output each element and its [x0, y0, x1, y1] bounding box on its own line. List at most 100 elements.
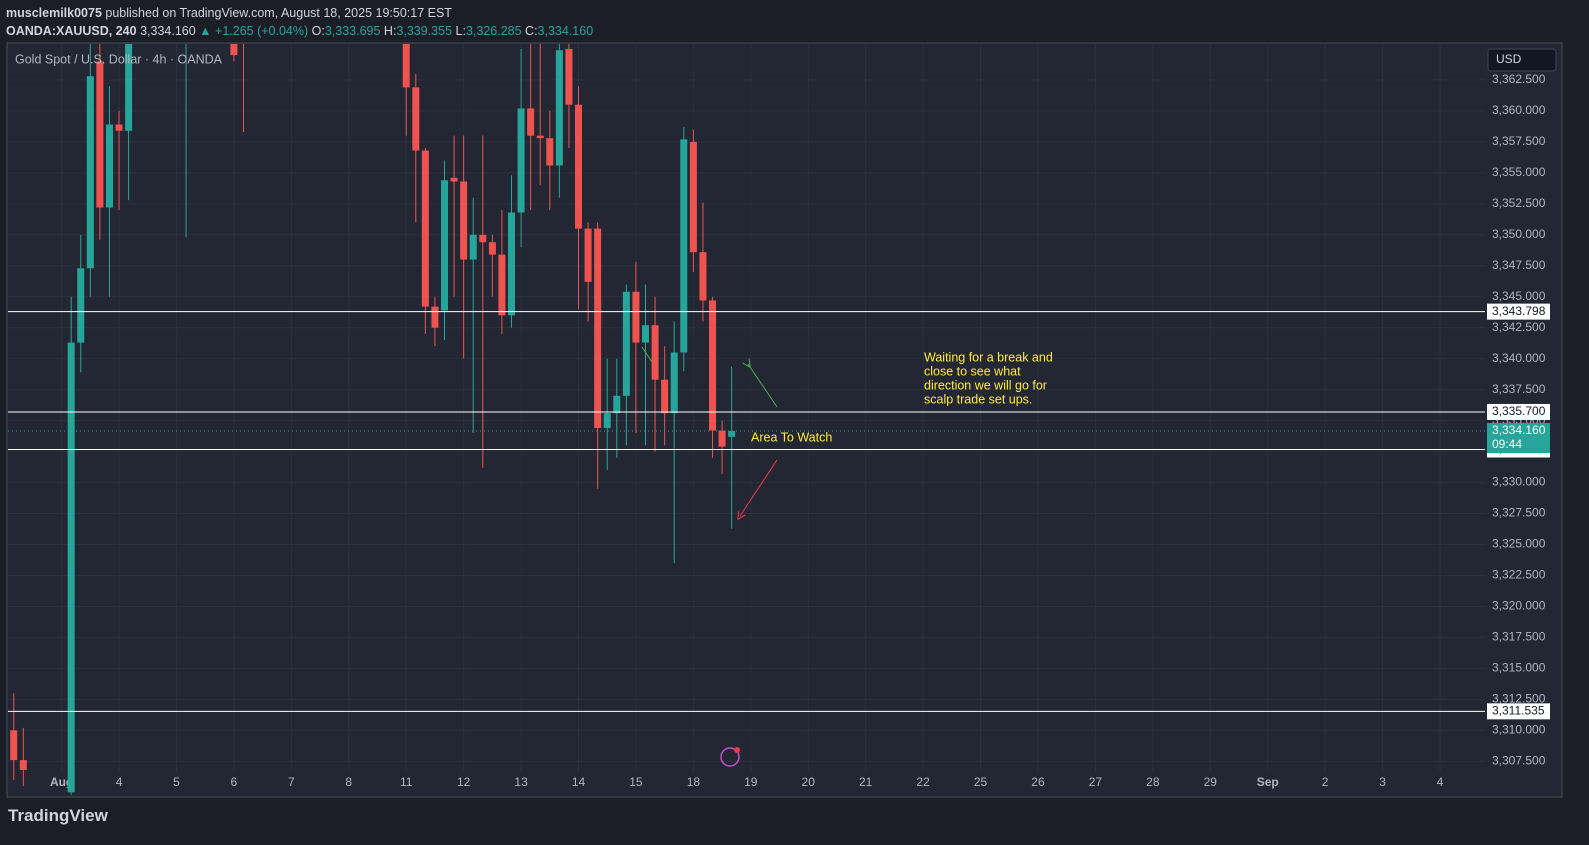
- y-tick-label: 3,347.500: [1492, 258, 1546, 272]
- x-tick-label: 4: [1437, 775, 1444, 789]
- candle-body: [479, 234, 487, 243]
- candle-body: [594, 228, 602, 429]
- countdown: 09:44: [1492, 437, 1522, 451]
- candle-body: [603, 413, 611, 429]
- y-tick-label: 3,342.500: [1492, 320, 1546, 334]
- candle-body: [412, 87, 420, 151]
- y-tick-label: 3,332.500: [1492, 444, 1546, 458]
- x-tick-label: 22: [916, 775, 930, 789]
- author[interactable]: musclemilk0075: [6, 6, 102, 20]
- candle-body: [689, 141, 697, 253]
- candle-body: [527, 108, 535, 136]
- overlay: 3,343.798 3,335.700 3,332.670 3,311.535 3,33…: [8, 303, 1550, 720]
- candle-body: [488, 242, 496, 255]
- candle-body: [508, 212, 516, 316]
- currency-box[interactable]: [1487, 48, 1557, 72]
- level-label-box: [1487, 303, 1550, 320]
- y-tick-label: 3,322.500: [1492, 568, 1546, 582]
- c-value: 3,334.160: [537, 24, 594, 38]
- level-label-box: [1487, 441, 1550, 458]
- y-tick-label: 3,362.500: [1492, 72, 1546, 86]
- x-tick-label: 3: [1379, 775, 1386, 789]
- y-tick-label: 3,325.000: [1492, 537, 1546, 551]
- published: published on TradingView.com, August 18,…: [105, 6, 452, 20]
- l-value: 3,326.285: [465, 24, 522, 38]
- y-tick-label: 3,360.000: [1492, 103, 1546, 117]
- y-tick-label: 3,345.000: [1492, 289, 1546, 303]
- annotation: Waiting for a break and: [924, 350, 1053, 364]
- annotation: close to see what: [924, 364, 1021, 378]
- level-label: 3,311.535: [1492, 704, 1545, 718]
- x-tick-label: 25: [974, 775, 988, 789]
- candle-body: [96, 61, 104, 208]
- annotation: scalp trade set ups.: [924, 392, 1032, 406]
- y-tick-label: 3,312.500: [1492, 692, 1546, 706]
- x-tick-label: Sep: [1257, 775, 1279, 789]
- x-tick-label: 8: [345, 775, 352, 789]
- candle-body: [115, 124, 123, 131]
- y-tick-label: 3,357.500: [1492, 134, 1546, 148]
- h-label: H:: [383, 24, 397, 38]
- candle-body: [584, 228, 592, 282]
- candle-body: [536, 135, 544, 139]
- o-label: O:: [311, 24, 325, 38]
- y-tick-label: 3,337.500: [1492, 382, 1546, 396]
- event-dot: [734, 747, 740, 753]
- last-price-label: 3,334.160: [1492, 423, 1546, 437]
- x-tick-label: 14: [572, 775, 586, 789]
- x-tick-label: 29: [1204, 775, 1218, 789]
- x-tick-label: 21: [859, 775, 873, 789]
- y-tick-label: 3,352.500: [1492, 196, 1546, 210]
- candle-body: [19, 760, 27, 770]
- o-value: 3,333.695: [324, 24, 381, 38]
- symbol: OANDA:XAUUSD, 240: [6, 24, 137, 38]
- x-tick-label: 28: [1146, 775, 1160, 789]
- y-tick-label: 3,335.000: [1492, 413, 1546, 427]
- small-arrow: [641, 346, 653, 363]
- currency[interactable]: USD: [1496, 52, 1522, 66]
- candle-body: [565, 48, 573, 105]
- candle-body: [699, 252, 707, 301]
- x-tick-label: 5: [173, 775, 180, 789]
- candle-body: [632, 291, 640, 343]
- candle-body: [460, 181, 468, 260]
- x-tick-label: 6: [231, 775, 238, 789]
- candle-body: [613, 395, 621, 414]
- annotation: Area To Watch: [751, 430, 832, 444]
- candle-body: [498, 254, 506, 316]
- candle-body: [450, 177, 458, 182]
- candle-body: [440, 180, 448, 311]
- candle-body: [642, 325, 650, 343]
- candle-body: [718, 430, 726, 447]
- up-arrow: [748, 364, 778, 408]
- candles: [10, 44, 736, 795]
- y-tick-label: 3,315.000: [1492, 661, 1546, 675]
- candle-body: [517, 108, 525, 213]
- event-icon[interactable]: [720, 747, 740, 767]
- chart-title: Gold Spot / U.S. Dollar · 4h · OANDA: [15, 52, 223, 66]
- y-tick-label: 3,307.500: [1492, 753, 1546, 767]
- level-label: 3,332.670: [1492, 442, 1546, 456]
- candle-body: [555, 50, 563, 166]
- candle-body: [622, 291, 630, 396]
- candle-body: [125, 44, 133, 131]
- grid: 3,307.500 3,310.000 3,312.500 3,315.000 3,31…: [8, 44, 1546, 789]
- chart-frame: [6, 42, 1563, 798]
- candle-body: [661, 379, 669, 414]
- x-tick-label: 2: [1322, 775, 1329, 789]
- candle-body: [77, 268, 85, 343]
- level-label-box: [1487, 703, 1550, 720]
- candle-body: [10, 730, 18, 761]
- x-tick-label: 11: [400, 775, 413, 789]
- candle-body: [728, 431, 736, 437]
- y-tick-label: 3,330.000: [1492, 475, 1546, 489]
- level-label-box: [1487, 403, 1550, 420]
- x-tick-label: 18: [687, 775, 701, 789]
- level-label: 3,335.700: [1492, 404, 1546, 418]
- y-tick-label: 3,317.500: [1492, 630, 1546, 644]
- y-tick-label: 3,340.000: [1492, 351, 1546, 365]
- symbol-line: OANDA:XAUUSD, 240 3,334.160 ▲ +1.265 (+0…: [6, 22, 593, 40]
- y-tick-label: 3,320.000: [1492, 599, 1546, 613]
- brand[interactable]: TradingView: [8, 806, 108, 825]
